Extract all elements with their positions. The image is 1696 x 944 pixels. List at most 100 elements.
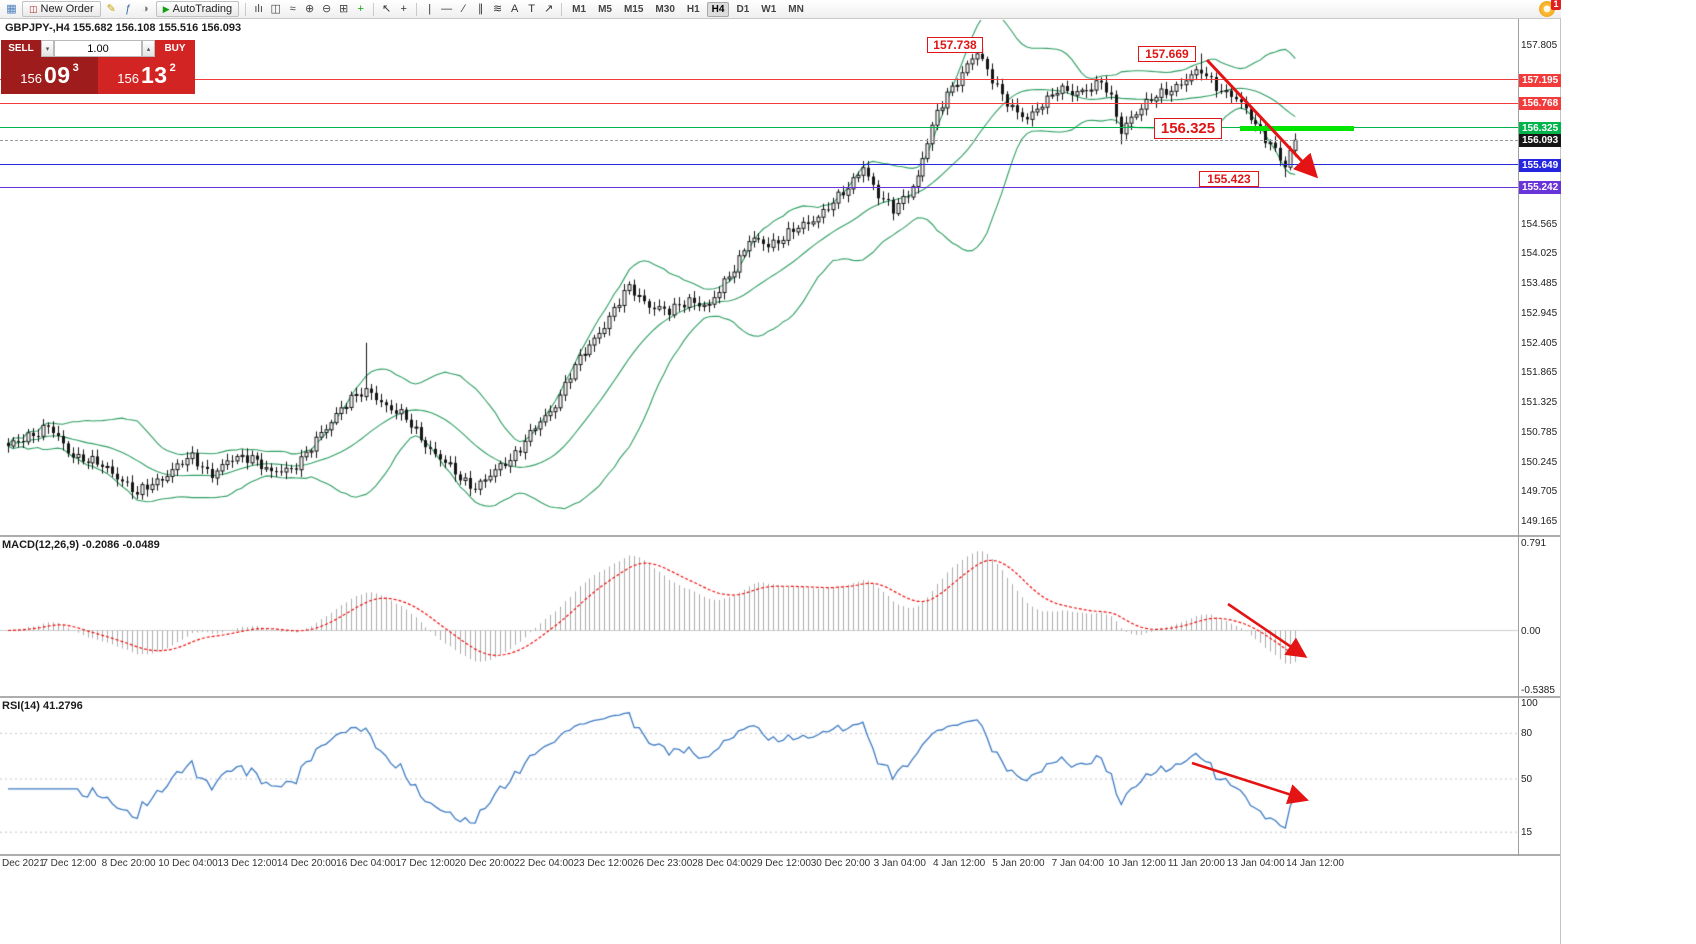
buy-price-sup: 2	[169, 62, 176, 74]
community-glyph: ☻	[1541, 3, 1553, 15]
timeframe-button-H1[interactable]: H1	[686, 3, 700, 15]
timeframe-button-M1[interactable]: M1	[572, 3, 587, 15]
candlestick-chart-icon[interactable]: ◫	[270, 2, 281, 15]
text-icon[interactable]: A	[510, 2, 519, 15]
metaeditor-icon[interactable]: ✎	[106, 2, 116, 15]
buy-price-button[interactable]: 156 13 2	[98, 57, 195, 94]
vertical-line-icon[interactable]: |	[428, 2, 432, 15]
buy-price-prefix: 156	[117, 71, 139, 86]
timeframe-button-M30[interactable]: M30	[655, 3, 675, 15]
tile-windows-icon[interactable]: ⊞	[339, 2, 349, 15]
expert-advisors-icon[interactable]: ƒ	[125, 2, 132, 15]
price-axis-tick: 152.945	[1521, 307, 1558, 319]
buy-price-main: 13	[140, 62, 168, 88]
swing-low-note-155423[interactable]: 155.423	[1199, 171, 1259, 187]
sell-price-sup: 3	[72, 62, 79, 74]
options-icon[interactable]: ◑	[141, 2, 149, 15]
timeframe-button-W1[interactable]: W1	[761, 3, 777, 15]
macd-axis-label: -0.5385	[1521, 685, 1555, 697]
bid-price-line[interactable]	[0, 139, 1518, 141]
timeframe-button-MN[interactable]: MN	[788, 3, 804, 15]
sell-price-prefix: 156	[20, 71, 42, 86]
label-icon[interactable]: T	[528, 2, 536, 15]
time-axis-label: 22 Dec 04:00	[514, 858, 574, 869]
time-axis-label: 11 Jan 20:00	[1167, 858, 1225, 869]
support-line-156325-label: 156.325	[1519, 121, 1561, 135]
sell-button[interactable]: SELL	[1, 40, 41, 57]
timeframe-button-M15[interactable]: M15	[623, 3, 644, 15]
time-axis-label: 4 Jan 12:00	[932, 858, 986, 869]
price-axis[interactable]	[1519, 19, 1560, 856]
price-axis-tick: 149.705	[1521, 486, 1558, 498]
rsi-axis-label: 15	[1521, 827, 1533, 839]
toolbar-separator	[561, 2, 563, 16]
rsi-axis-label: 50	[1521, 774, 1533, 785]
price-axis-tick: 154.025	[1521, 248, 1558, 260]
zoom-in-icon[interactable]: ⊕	[305, 2, 315, 15]
zoom-out-icon[interactable]: ⊖	[322, 2, 332, 15]
toolbar-separator	[416, 2, 418, 16]
time-axis-label: 7 Jan 04:00	[1051, 858, 1104, 869]
arrows-icon[interactable]: ↗	[544, 2, 554, 15]
trendline-icon[interactable]: ∕	[462, 2, 465, 15]
support-line-155649[interactable]	[0, 164, 1518, 166]
swing-high-note-157669[interactable]: 157.669	[1138, 46, 1196, 62]
sell-price-button[interactable]: 156 09 3	[1, 57, 98, 94]
price-axis-border	[1518, 19, 1519, 856]
macd-label: MACD(12,26,9) -0.2086 -0.0489	[2, 539, 160, 551]
support-line-155242[interactable]	[0, 186, 1518, 188]
cursor-icon[interactable]: ↖	[382, 2, 392, 15]
sell-price-main: 09	[43, 62, 71, 88]
time-axis-label: 13 Jan 04:00	[1226, 858, 1285, 869]
community-icon[interactable]: ☻ 1	[1539, 0, 1561, 17]
support-line-156325[interactable]	[0, 127, 1518, 129]
horizontal-line-icon[interactable]: —	[441, 2, 453, 15]
toolbar-items: ▦ ◫ New Order ✎ ƒ ◑ ▶ AutoTrading ılı ◫ ≈ ⊕ ⊖ ⊞ + ↖ + | — ∕…	[3, 0, 810, 18]
resistance-line-156768[interactable]	[0, 102, 1518, 104]
toolbar: ▦ ◫ New Order ✎ ƒ ◑ ▶ AutoTrading ılı ◫ ≈ ⊕ ⊖ ⊞ + ↖ + | — ∕…	[0, 0, 1561, 19]
timeframe-button-M5[interactable]: M5	[598, 3, 612, 15]
volume-dropdown-icon[interactable]: ▾	[41, 40, 54, 57]
buy-button[interactable]: BUY	[155, 40, 195, 57]
time-axis-label: 8 Dec 20:00	[101, 858, 156, 869]
line-chart-icon[interactable]: ≈	[289, 2, 296, 15]
support-line-155649-label: 155.649	[1519, 158, 1561, 172]
fibonacci-icon[interactable]: ≋	[493, 2, 503, 15]
indicators-icon[interactable]: +	[357, 2, 364, 15]
symbol-ohlc-header: GBPJPY-,H4 155.682 156.108 155.516 156.0…	[5, 22, 242, 34]
new-chart-icon[interactable]: ▦	[6, 2, 17, 15]
panel-divider-macd[interactable]	[0, 535, 1561, 537]
swing-high-note-157738[interactable]: 157.738	[927, 37, 983, 53]
price-axis-tick: 149.165	[1521, 516, 1558, 527]
panel-divider-rsi[interactable]	[0, 696, 1561, 698]
time-axis-label: 26 Dec 23:00	[632, 858, 693, 869]
channel-icon[interactable]: ∥	[477, 2, 484, 15]
crosshair-icon[interactable]: +	[400, 2, 407, 15]
resistance-line-157195[interactable]	[0, 79, 1518, 81]
autotrading-button[interactable]: ▶ AutoTrading	[155, 1, 240, 17]
price-axis-tick: 151.865	[1521, 367, 1558, 379]
panel-divider-timeaxis	[0, 854, 1561, 856]
one-click-trading-widget: SELL ▾ ▴ BUY 156 09 3 156 13 2	[1, 40, 195, 94]
new-order-button[interactable]: ◫ New Order	[22, 1, 101, 17]
bar-chart-icon[interactable]: ılı	[254, 2, 263, 15]
time-axis-label: 10 Jan 12:00	[1108, 858, 1166, 869]
price-axis-tick: 150.245	[1521, 456, 1558, 468]
time-axis[interactable]	[0, 856, 1561, 874]
time-axis-label: 14 Dec 20:00	[276, 858, 337, 869]
support-note-156325[interactable]: 156.325	[1154, 118, 1222, 139]
volume-input[interactable]	[54, 40, 142, 57]
support-line-155242-label: 155.242	[1519, 181, 1561, 195]
timeframe-button-D1[interactable]: D1	[736, 3, 750, 15]
resistance-line-157195-label: 157.195	[1519, 73, 1561, 87]
autotrading-icon: ▶	[162, 3, 170, 14]
time-axis-label: 7 Dec 12:00	[42, 858, 97, 869]
timeframe-button-H4[interactable]: H4	[706, 1, 730, 17]
price-axis-tick: 154.565	[1521, 218, 1558, 230]
window-right-border	[1560, 0, 1561, 944]
time-axis-label: 16 Dec 04:00	[336, 858, 396, 869]
chart-canvas[interactable]	[0, 0, 1561, 944]
support-highlight-segment[interactable]	[1240, 126, 1354, 131]
volume-spinner-icon[interactable]: ▴	[142, 40, 155, 57]
